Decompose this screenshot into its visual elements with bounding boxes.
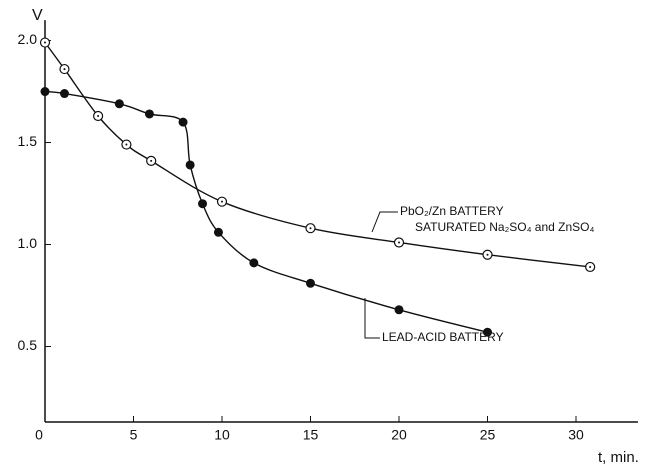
point-dot: [44, 41, 46, 44]
y-tick-label: 1.5: [18, 133, 38, 149]
x-tick-label: 0: [35, 427, 43, 443]
point-dot: [221, 200, 223, 203]
point: [40, 87, 50, 97]
arrow: [371, 211, 398, 233]
point: [213, 227, 223, 237]
x-tick-label: 30: [568, 427, 584, 443]
point: [59, 89, 69, 99]
x-axis-label: t, min.: [598, 449, 639, 466]
x-tick-label: 25: [480, 427, 496, 443]
point: [306, 278, 315, 288]
annotation: PbO₂/Zn BATTERY: [400, 204, 504, 218]
x-tick-label: 10: [214, 427, 230, 443]
point-dot: [398, 241, 400, 244]
point-dot: [309, 227, 312, 230]
point: [198, 199, 208, 209]
point: [114, 99, 124, 109]
point-dot: [589, 265, 592, 268]
x-tick-label: 15: [303, 427, 319, 443]
y-tick-label: 1.0: [18, 235, 38, 251]
point-dot: [97, 115, 100, 117]
point-dot: [486, 253, 489, 256]
point-dot: [63, 68, 66, 71]
annotation: LEAD-ACID BATTERY: [382, 330, 504, 344]
arrow: [364, 298, 380, 339]
annotation: SATURATED Na₂SO₄ and ZnSO₄: [415, 220, 594, 234]
x-tick-label: 20: [391, 427, 407, 443]
point-dot: [150, 159, 153, 162]
y-tick-label: 2.0: [18, 31, 38, 47]
point: [185, 160, 195, 170]
point: [144, 109, 154, 119]
point: [483, 327, 492, 337]
x-tick-label: 5: [130, 427, 138, 443]
point: [249, 258, 259, 268]
y-axis-label: V: [32, 7, 43, 24]
point: [394, 305, 404, 315]
y-tick-label: 0.5: [18, 337, 38, 353]
point: [178, 117, 188, 127]
point-dot: [125, 143, 128, 146]
